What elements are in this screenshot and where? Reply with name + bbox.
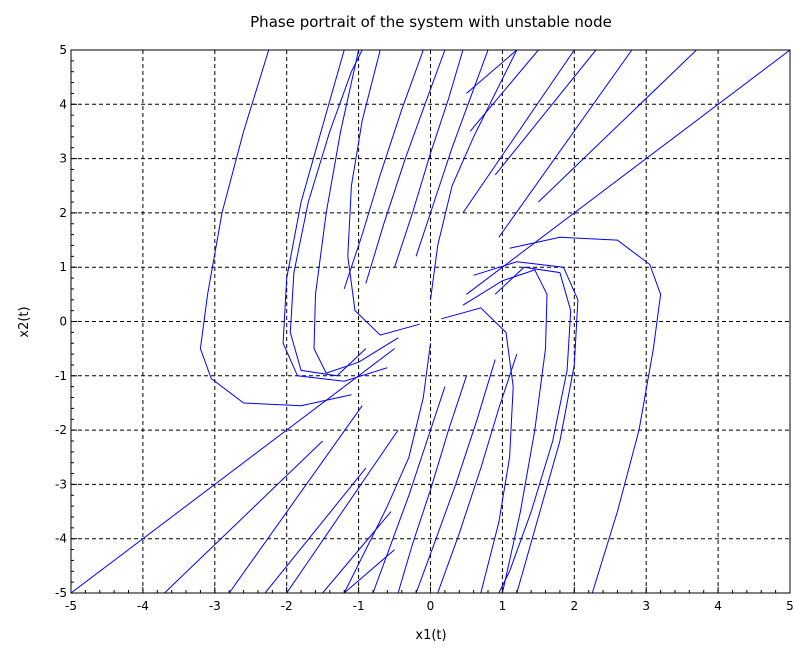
y-tick-label: -1 bbox=[55, 369, 67, 383]
x-tick-label: 4 bbox=[714, 599, 722, 613]
chart-title: Phase portrait of the system with unstab… bbox=[250, 13, 612, 31]
y-tick-label: 1 bbox=[59, 260, 67, 274]
trajectory-25 bbox=[430, 50, 518, 300]
axis-ticks: -5 -4 -3 -2 -1 0 1 2 3 4 5 -5 -4 -3 -2 -1 0 1 2 3 4 5 bbox=[55, 43, 794, 613]
trajectory-6 bbox=[313, 50, 399, 374]
trajectory-23 bbox=[264, 467, 367, 593]
trajectory-14 bbox=[498, 50, 633, 238]
x-tick-label: 2 bbox=[570, 599, 578, 613]
trajectory-15 bbox=[538, 50, 697, 203]
trajectory-17 bbox=[494, 50, 597, 176]
trajectory-22 bbox=[322, 511, 392, 593]
x-tick-label: -4 bbox=[137, 599, 149, 613]
trajectory-32 bbox=[397, 375, 467, 593]
x-tick-label: -3 bbox=[209, 599, 221, 613]
y-tick-label: 2 bbox=[59, 206, 67, 220]
trajectory-16 bbox=[469, 50, 539, 132]
x-tick-label: -2 bbox=[281, 599, 293, 613]
x-tick-label: -5 bbox=[65, 599, 77, 613]
x-tick-label: -1 bbox=[353, 599, 365, 613]
y-tick-label: -5 bbox=[55, 586, 67, 600]
y-tick-label: 0 bbox=[59, 315, 67, 329]
trajectory-12 bbox=[289, 50, 367, 377]
x-tick-label: 5 bbox=[786, 599, 794, 613]
trajectory-27 bbox=[394, 50, 464, 268]
trajectory-30 bbox=[343, 343, 431, 593]
trajectory-21 bbox=[164, 440, 323, 593]
trajectory-8 bbox=[282, 50, 388, 382]
trajectory-2 bbox=[71, 348, 395, 593]
trajectory-33 bbox=[415, 359, 496, 593]
trajectory-10 bbox=[347, 50, 420, 336]
x-axis-label: x1(t) bbox=[415, 628, 446, 643]
trajectory-1 bbox=[466, 50, 790, 295]
trajectory-29 bbox=[343, 50, 424, 290]
trajectory-11 bbox=[494, 266, 572, 593]
y-tick-label: 3 bbox=[59, 152, 67, 166]
trajectory-5 bbox=[462, 269, 548, 593]
x-tick-label: 1 bbox=[499, 599, 507, 613]
trajectory-31 bbox=[372, 386, 446, 593]
trajectory-7 bbox=[473, 261, 579, 593]
trajectory-28 bbox=[365, 50, 446, 284]
trajectory-13 bbox=[462, 50, 575, 214]
trajectory-34 bbox=[437, 353, 518, 593]
x-tick-label: 0 bbox=[427, 599, 435, 613]
trajectory-4 bbox=[199, 50, 352, 407]
y-tick-label: -4 bbox=[55, 532, 67, 546]
trajectory-20 bbox=[228, 405, 363, 593]
y-tick-label: -2 bbox=[55, 423, 67, 437]
trajectory-19 bbox=[286, 429, 399, 593]
y-tick-label: -3 bbox=[55, 477, 67, 491]
trajectory-26 bbox=[415, 50, 489, 257]
y-axis-label: x2(t) bbox=[17, 306, 32, 337]
plot-area bbox=[71, 50, 790, 593]
trajectory-3 bbox=[509, 236, 662, 593]
trajectory-9 bbox=[441, 307, 514, 593]
y-tick-label: 5 bbox=[59, 43, 67, 57]
x-tick-label: 3 bbox=[642, 599, 650, 613]
y-tick-label: 4 bbox=[59, 97, 67, 111]
